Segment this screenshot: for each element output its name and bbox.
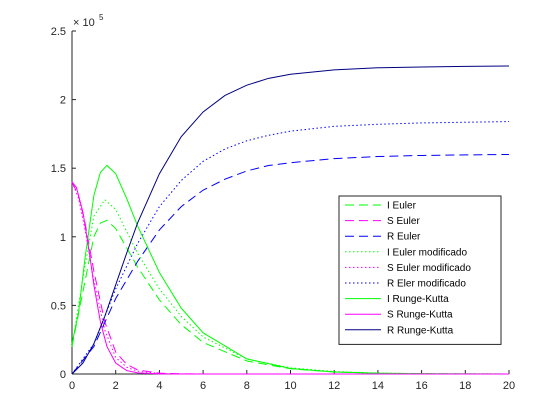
x-ticks: 0 2 4 6 8 10 12 14 16 18 20 [69,370,515,392]
y-tick-label: 1.5 [51,163,66,175]
series-line-6 [71,121,510,375]
x-tick-label: 2 [113,380,119,392]
x-tick-label: 8 [244,380,250,392]
y-tick-label: 0 [60,369,66,381]
x-tick-label: 6 [200,380,206,392]
y-ticks: 0 0.5 1 1.5 2 2.5 [51,26,76,381]
series-line-7 [71,164,510,375]
y-tick-label: 2.5 [51,26,66,38]
legend-label: I Euler [387,201,417,212]
x-tick-label: 0 [69,380,75,392]
y-tick-label: 0.5 [51,300,66,312]
legend-label: R Euler [387,232,421,243]
legend-label: S Runge-Kutta [387,310,453,321]
series-line-4 [71,199,510,375]
series-group [71,65,510,375]
x-tick-label: 18 [459,380,471,392]
series-line-2 [71,181,509,375]
legend-label: R Eler modificado [387,279,466,290]
series-line-8 [71,181,510,375]
x-tick-label: 16 [415,380,427,392]
y-exponent-label: × 10 5 [73,13,104,29]
legend: I Euler S Euler R Euler I Euler modificado S… [338,195,502,345]
x-tick-label: 12 [328,380,340,392]
x-tick-label: 20 [503,380,515,392]
y-exponent-base: × 10 [73,17,95,29]
y-exponent-power: 5 [99,13,104,22]
legend-label: I Euler modificado [387,247,467,258]
x-tick-label: 14 [372,380,384,392]
legend-label: S Euler [387,216,420,227]
plot-area: 0 2 4 6 8 10 12 14 16 18 20 0 0.5 1 1.5 2 2.5 × 10 5 [51,13,515,392]
legend-label: R Runge-Kutta [387,325,454,336]
series-line-9 [71,65,510,375]
y-tick-label: 2 [60,95,66,107]
y-tick-label: 1 [60,232,66,244]
x-tick-label: 4 [156,380,162,392]
x-tick-label: 10 [284,380,296,392]
legend-label: I Runge-Kutta [387,294,449,305]
legend-label: S Euler modificado [387,263,471,274]
